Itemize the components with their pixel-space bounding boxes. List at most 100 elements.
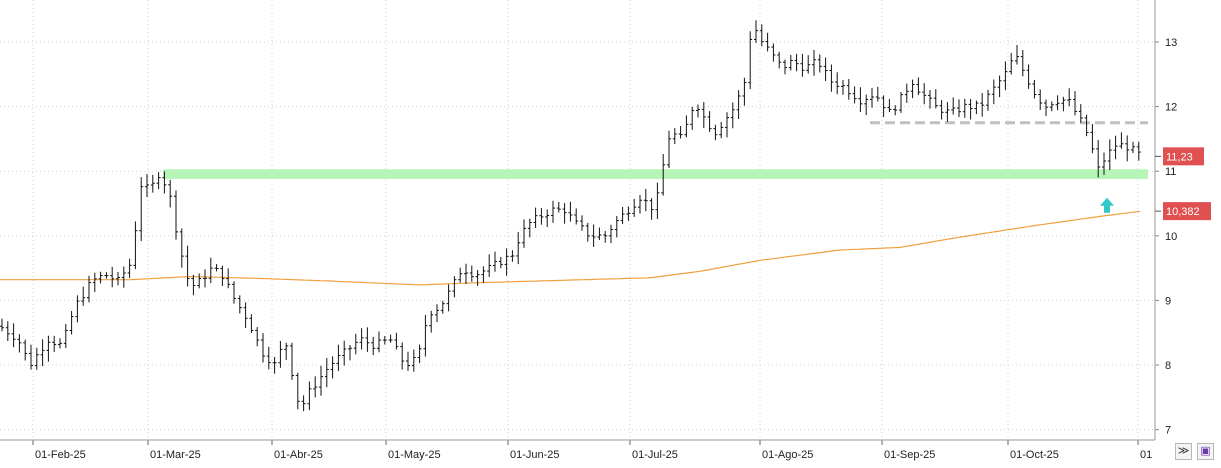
ohlc-bar — [400, 342, 405, 370]
ohlc-bar — [730, 102, 735, 129]
save-icon[interactable]: ▣ — [1197, 443, 1214, 460]
ohlc-bar — [1032, 79, 1037, 99]
ohlc-bar — [342, 340, 347, 366]
y-tick-label: 12 — [1165, 102, 1177, 114]
ohlc-bar — [527, 218, 532, 238]
ohlc-bar — [1084, 114, 1089, 137]
ohlc-bar — [272, 357, 277, 374]
ohlc-bar — [980, 93, 985, 117]
zones — [163, 121, 1148, 179]
ohlc-bar — [1009, 52, 1014, 75]
ohlc-bars — [0, 20, 1141, 412]
ohlc-bar — [475, 269, 480, 286]
ohlc-bar — [266, 346, 271, 370]
ohlc-bar — [643, 188, 648, 212]
ohlc-bar — [707, 111, 712, 132]
ohlc-bar — [150, 174, 155, 193]
ohlc-bar — [1113, 135, 1118, 160]
ohlc-bar — [672, 128, 677, 145]
ohlc-bar — [58, 338, 62, 349]
ohlc-bar — [214, 264, 219, 272]
ohlc-bar — [446, 284, 451, 312]
ohlc-bar — [290, 342, 294, 380]
ma-price-label-bg — [1163, 202, 1211, 221]
ohlc-bar — [46, 335, 51, 362]
ohlc-bar — [887, 99, 892, 113]
ma-line — [0, 210, 1141, 286]
ohlc-bar — [609, 224, 613, 244]
x-tick-label: 01-Ago-25 — [762, 449, 813, 461]
y-tick-label: 8 — [1165, 360, 1171, 372]
ohlc-bar — [1125, 135, 1130, 162]
ohlc-bar — [63, 323, 68, 349]
ohlc-bar — [817, 54, 822, 73]
ohlc-bar — [974, 100, 979, 114]
ohlc-bar — [991, 79, 996, 105]
ohlc-bar — [754, 20, 758, 44]
ohlc-bar — [185, 245, 190, 287]
ohlc-bar — [551, 200, 555, 223]
ohlc-bar — [1102, 152, 1106, 175]
ohlc-bar — [626, 206, 631, 221]
ohlc-bar — [469, 265, 474, 282]
price-labels: 11,23 10,382 — [1100, 147, 1211, 221]
ohlc-bar — [939, 100, 944, 120]
ohlc-bar — [365, 327, 370, 352]
ohlc-bar — [556, 202, 561, 213]
ohlc-bar — [1090, 123, 1095, 154]
ohlc-bar — [1049, 101, 1054, 112]
ohlc-bar — [748, 31, 753, 90]
ohlc-bar — [742, 77, 747, 106]
ohlc-bar — [510, 250, 515, 262]
y-tick-label: 13 — [1165, 37, 1177, 49]
ohlc-bar — [1038, 89, 1043, 110]
ohlc-bar — [1015, 45, 1019, 65]
ohlc-bar — [568, 201, 573, 222]
ohlc-bar — [348, 344, 352, 361]
ohlc-bar — [585, 222, 590, 242]
ohlc-bar — [179, 228, 184, 268]
ohlc-bar — [487, 254, 492, 278]
ohlc-bar — [771, 43, 776, 62]
ohlc-bar — [835, 72, 840, 95]
ohlc-bar — [243, 302, 248, 329]
ohlc-bar — [237, 295, 242, 314]
ohlc-bar — [52, 335, 57, 352]
ohlc-bar — [382, 335, 387, 345]
double-chevron-down-icon[interactable]: ≫ — [1175, 443, 1192, 460]
ohlc-bar — [168, 179, 173, 208]
ohlc-bar — [800, 53, 805, 77]
ohlc-bar — [951, 97, 956, 115]
ohlc-bar — [127, 258, 132, 278]
ohlc-bar — [203, 269, 207, 288]
ohlc-bar — [545, 209, 550, 227]
x-tick-label: 01-Mar-25 — [150, 449, 201, 461]
ohlc-bar — [1003, 61, 1008, 91]
ohlc-bar — [481, 266, 486, 283]
ohlc-bar — [493, 251, 497, 272]
ohlc-bar — [945, 102, 950, 122]
axes: 7 8 9 10 11 12 13 01-Feb-25 01-Mar-25 01-Abr-25 01… — [0, 0, 1177, 461]
ohlc-bar — [5, 321, 10, 341]
ohlc-bar — [823, 57, 828, 81]
ohlc-bar — [678, 126, 683, 139]
ohlc-bar — [0, 318, 4, 332]
ohlc-bar — [278, 340, 283, 368]
ohlc-bar — [933, 89, 938, 109]
ohlc-bar — [603, 230, 608, 243]
ohlc-bar — [806, 55, 811, 74]
ohlc-bar — [435, 304, 439, 323]
ohlc-bar — [104, 272, 109, 279]
ohlc-bar — [696, 104, 700, 118]
ohlc-bar — [632, 198, 637, 217]
ohlc-bar — [928, 90, 932, 109]
ohlc-bar — [1067, 88, 1072, 107]
ohlc-bar — [858, 87, 863, 113]
ohlc-bar — [910, 79, 915, 99]
ohlc-bar — [87, 275, 91, 303]
ohlc-bar — [313, 376, 318, 398]
ohlc-bar — [922, 83, 927, 105]
ohlc-bar — [255, 327, 260, 347]
